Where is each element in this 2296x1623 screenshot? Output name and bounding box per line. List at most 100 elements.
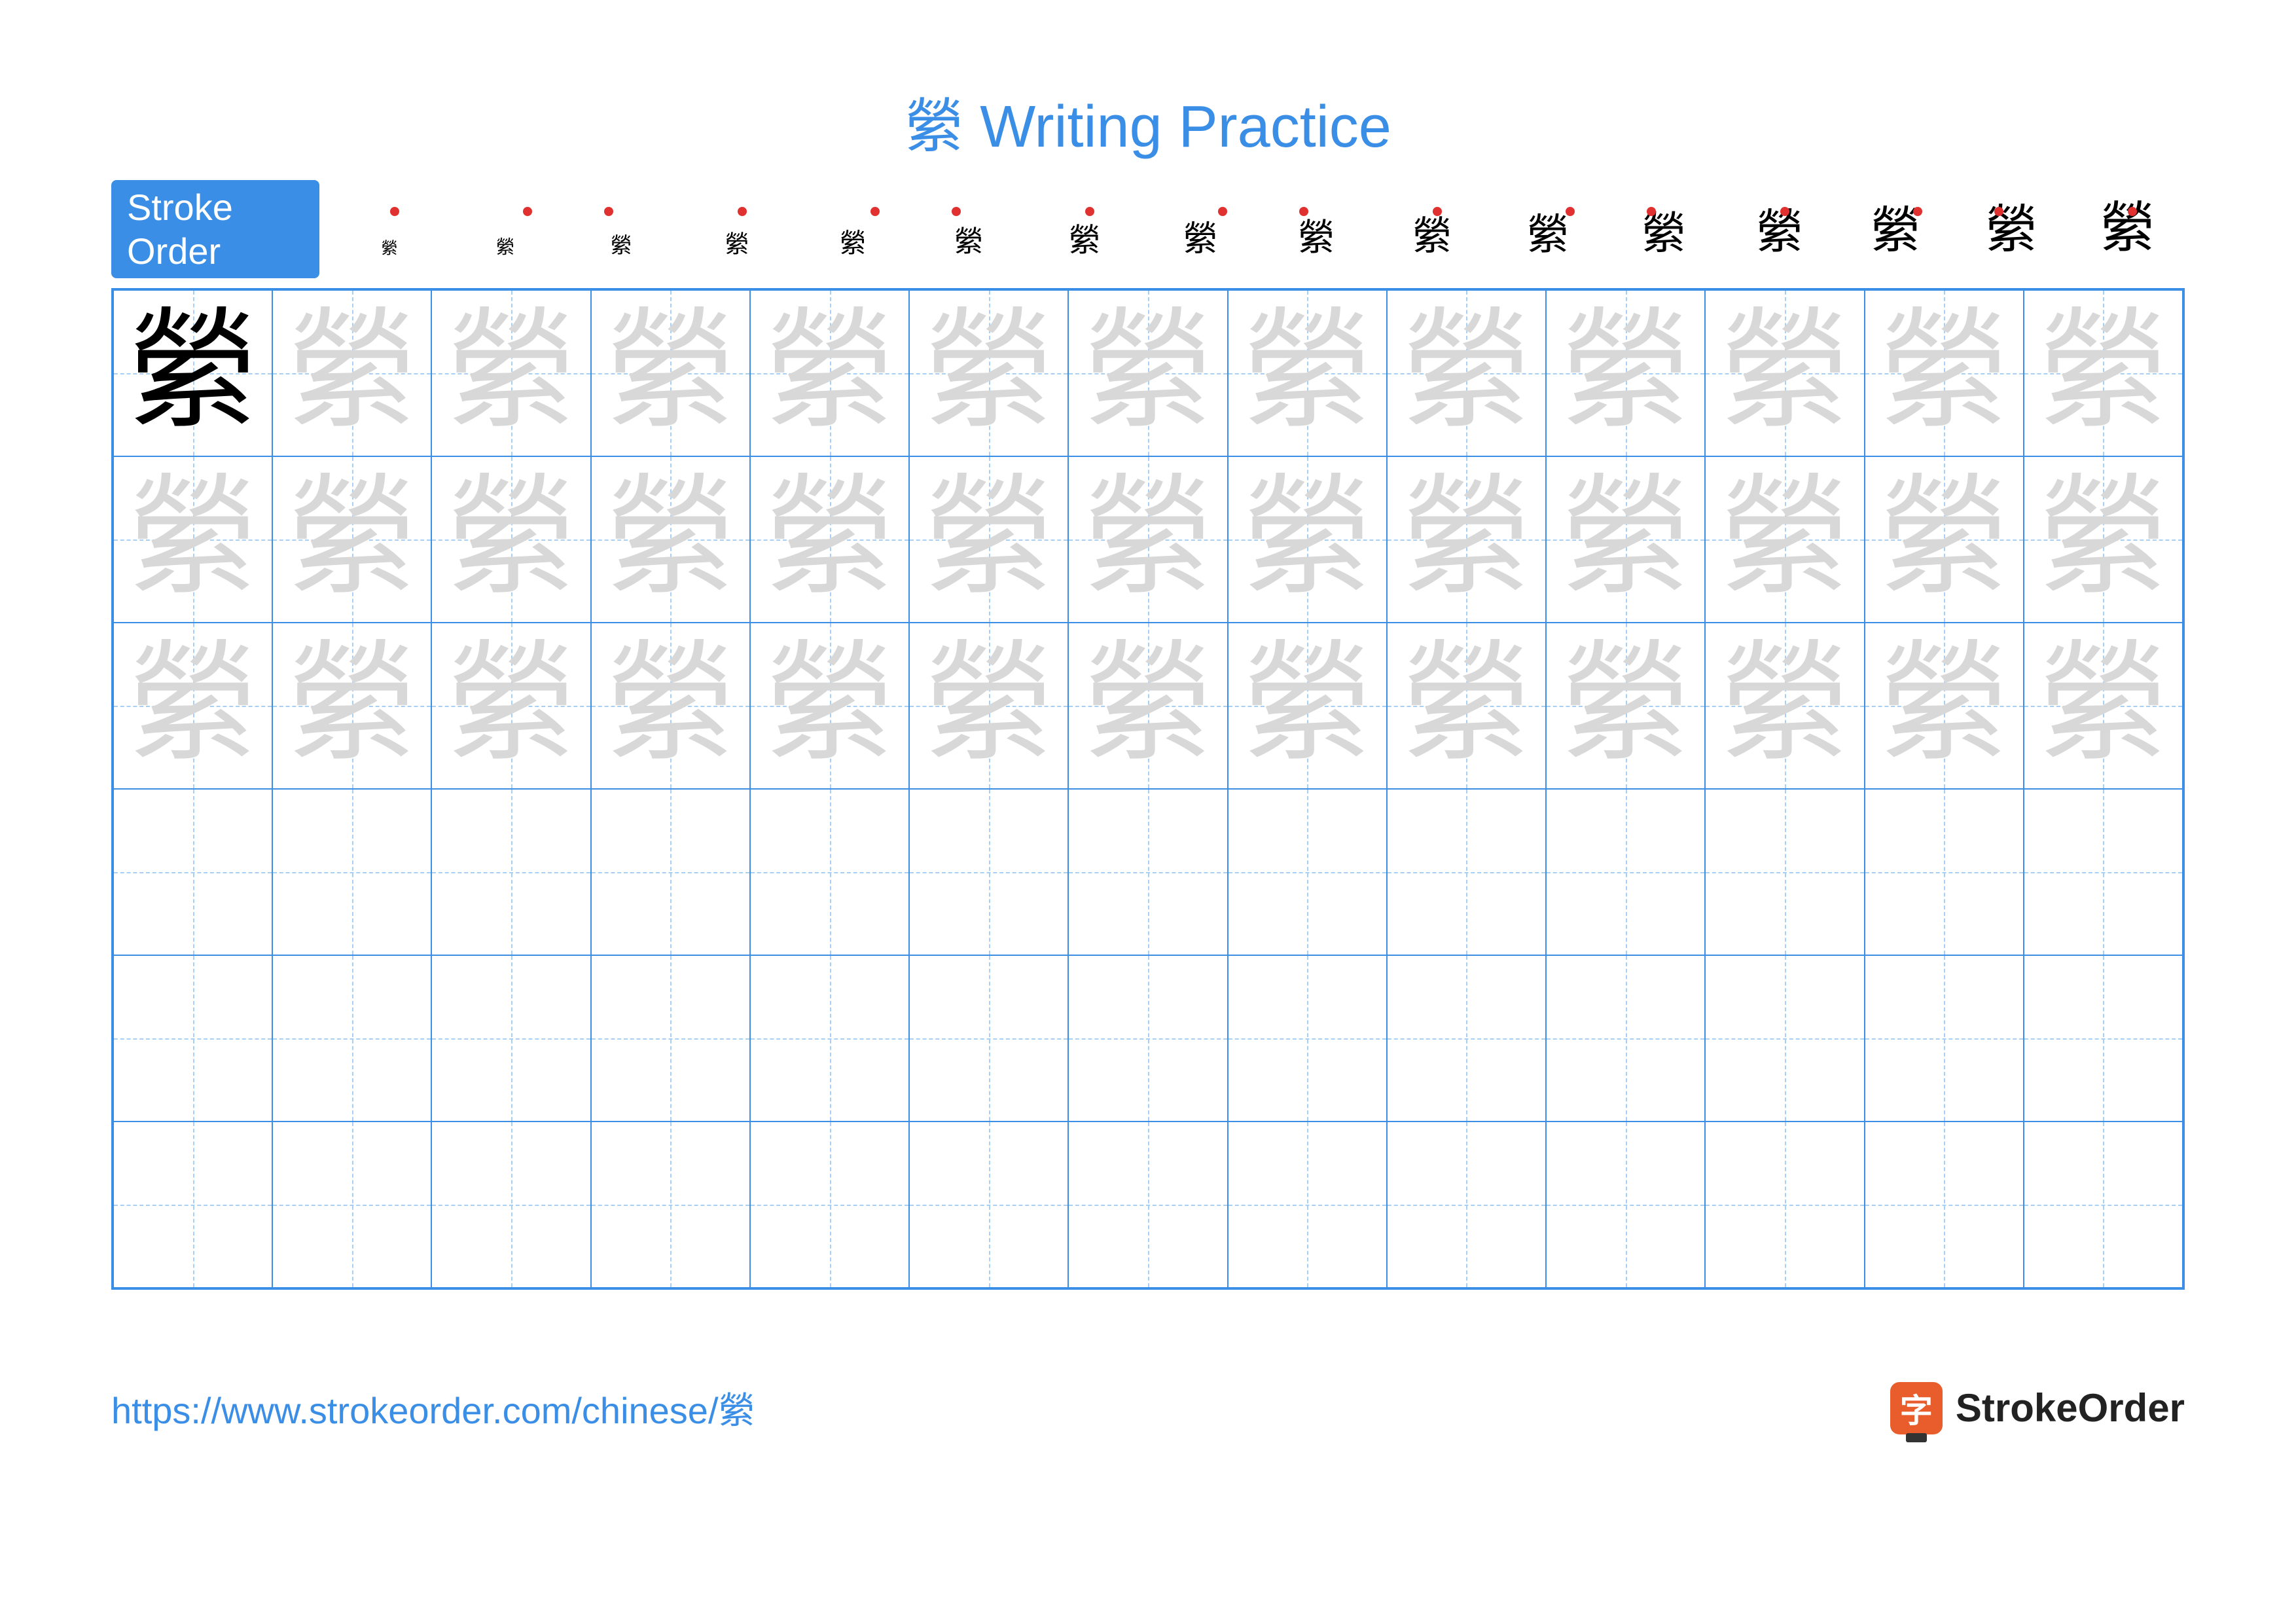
stroke-steps-container: 縈縈縈縈縈縈縈縈縈縈縈縈縈縈縈縈 [332,202,2185,257]
stroke-step-11: 縈 [1491,202,1605,257]
grid-cell [1705,955,1864,1122]
ghost-character: 縈 [1719,308,1850,439]
ghost-character: 縈 [1083,308,1213,439]
ghost-character: 縈 [1719,640,1850,771]
grid-cell: 縈 [1546,290,1705,456]
grid-cell: 縈 [1705,623,1864,789]
grid-cell [1228,789,1387,955]
stroke-step-3: 縈 [564,202,679,257]
grid-cell [113,1122,272,1288]
grid-cell: 縈 [1387,456,1546,623]
grid-cell: 縈 [113,290,272,456]
grid-cell: 縈 [431,623,590,789]
grid-cell: 縈 [1228,290,1387,456]
stroke-step-10: 縈 [1375,202,1490,257]
ghost-character: 縈 [764,308,895,439]
grid-cell: 縈 [272,456,431,623]
grid-cell [909,789,1068,955]
stroke-step-9: 縈 [1259,202,1374,257]
grid-cell [591,955,750,1122]
grid-cell [909,1122,1068,1288]
grid-cell: 縈 [1068,290,1227,456]
grid-cell: 縈 [909,290,1068,456]
grid-cell: 縈 [2024,290,2183,456]
stroke-order-label: Stroke Order [111,180,319,278]
grid-cell [591,789,750,955]
grid-cell: 縈 [1865,456,2024,623]
title-char: 縈 [905,94,963,160]
title-suffix: Writing Practice [963,94,1391,160]
grid-cell: 縈 [1546,456,1705,623]
ghost-character: 縈 [924,308,1054,439]
grid-cell: 縈 [1228,623,1387,789]
ghost-character: 縈 [287,474,418,605]
ghost-character: 縈 [1242,474,1372,605]
practice-grid: 縈縈縈縈縈縈縈縈縈縈縈縈縈縈縈縈縈縈縈縈縈縈縈縈縈縈縈縈縈縈縈縈縈縈縈縈縈縈縈 [111,288,2185,1290]
grid-cell [431,955,590,1122]
grid-cell [750,1122,909,1288]
grid-cell [1705,1122,1864,1288]
ghost-character: 縈 [2037,474,2168,605]
stroke-step-14: 縈 [1839,202,1953,257]
ghost-character: 縈 [1083,474,1213,605]
stroke-step-15: 縈 [1954,202,2069,257]
grid-cell [2024,1122,2183,1288]
footer-url[interactable]: https://www.strokeorder.com/chinese/縈 [111,1381,755,1434]
ghost-character: 縈 [1719,474,1850,605]
grid-cell: 縈 [750,290,909,456]
grid-cell [431,1122,590,1288]
grid-cell: 縈 [1705,290,1864,456]
ghost-character: 縈 [1242,640,1372,771]
grid-cell [272,1122,431,1288]
ghost-character: 縈 [1878,474,2009,605]
ghost-character: 縈 [446,640,577,771]
ghost-character: 縈 [446,308,577,439]
grid-cell: 縈 [909,456,1068,623]
grid-cell: 縈 [2024,456,2183,623]
grid-cell [1228,1122,1387,1288]
ghost-character: 縈 [287,640,418,771]
ghost-character: 縈 [1878,308,2009,439]
grid-cell: 縈 [272,290,431,456]
grid-cell: 縈 [1228,456,1387,623]
grid-cell: 縈 [1705,456,1864,623]
ghost-character: 縈 [1560,640,1691,771]
ghost-character: 縈 [2037,308,2168,439]
ghost-character: 縈 [1401,474,1532,605]
ghost-character: 縈 [1560,474,1691,605]
stroke-step-16: 縈 [2070,202,2185,257]
grid-cell [750,955,909,1122]
stroke-step-7: 縈 [1028,202,1142,257]
grid-cell: 縈 [1387,290,1546,456]
ghost-character: 縈 [1083,640,1213,771]
ghost-character: 縈 [924,474,1054,605]
brand-logo: 字 StrokeOrder [1890,1382,2185,1434]
ghost-character: 縈 [287,308,418,439]
grid-cell: 縈 [1068,456,1227,623]
stroke-step-4: 縈 [680,202,795,257]
grid-cell: 縈 [1865,623,2024,789]
ghost-character: 縈 [924,640,1054,771]
ghost-character: 縈 [1242,308,1372,439]
grid-cell [2024,955,2183,1122]
grid-cell [1865,1122,2024,1288]
page-footer: https://www.strokeorder.com/chinese/縈 字 … [111,1381,2185,1434]
grid-cell: 縈 [909,623,1068,789]
grid-cell: 縈 [113,623,272,789]
grid-cell [1705,789,1864,955]
grid-cell [1546,789,1705,955]
grid-cell [1865,789,2024,955]
grid-cell [1546,1122,1705,1288]
stroke-step-1: 縈 [332,202,447,257]
grid-cell [1546,955,1705,1122]
stroke-order-row: Stroke Order 縈縈縈縈縈縈縈縈縈縈縈縈縈縈縈縈 [111,196,2185,262]
brand-text: StrokeOrder [1956,1385,2185,1431]
grid-cell [431,789,590,955]
page-title: 縈 Writing Practice [111,79,2185,164]
grid-cell [909,955,1068,1122]
grid-cell [750,789,909,955]
grid-cell [1228,955,1387,1122]
grid-cell [1068,789,1227,955]
stroke-step-6: 縈 [912,202,1026,257]
grid-cell: 縈 [750,623,909,789]
